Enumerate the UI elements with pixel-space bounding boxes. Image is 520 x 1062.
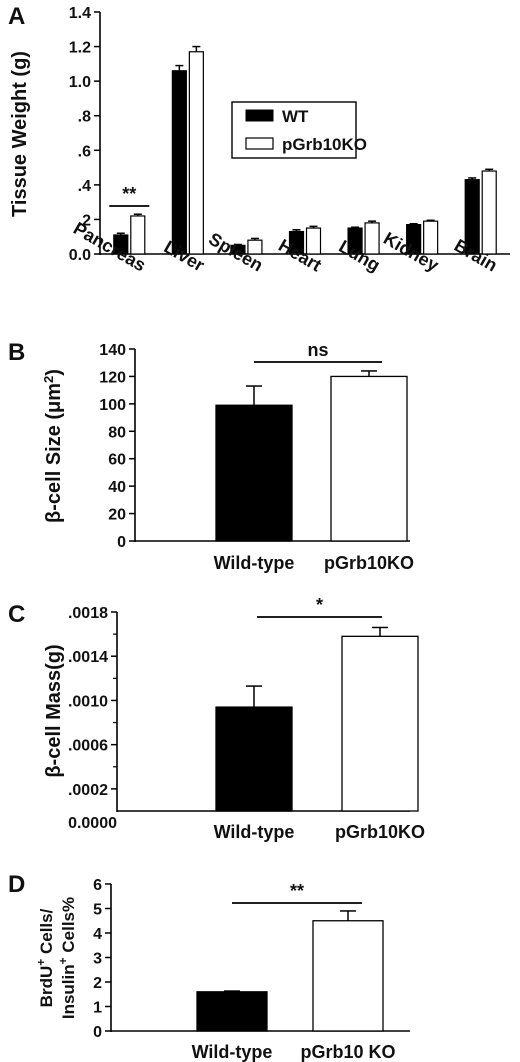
y-axis-label-d-line2: Insulin+ Cells% bbox=[56, 897, 78, 1019]
y-tick-label-b: 40 bbox=[108, 479, 126, 496]
y-tick-label-d: 4 bbox=[93, 926, 102, 943]
panel-letter-a: A bbox=[8, 3, 25, 30]
y-axis-label-b-main: β-cell Size (μm bbox=[43, 383, 65, 523]
significance-label-d: ** bbox=[290, 881, 304, 901]
y-tick-label-a: .2 bbox=[78, 212, 91, 229]
significance-label-b: ns bbox=[307, 340, 328, 360]
panel-letter-b: B bbox=[8, 339, 25, 366]
y-tick-label-d: 2 bbox=[93, 975, 102, 992]
y-axis-label-d1-pre: BrdU bbox=[37, 966, 56, 1008]
y-axis-label-d2-sup: + bbox=[56, 957, 70, 964]
y-tick-label-c: .0006 bbox=[68, 738, 108, 755]
bar-d-0 bbox=[196, 991, 268, 1032]
bar-c-0 bbox=[215, 706, 293, 812]
y-tick-label-a: 0.0 bbox=[69, 247, 91, 264]
y-tick-label-d: 0 bbox=[93, 1024, 102, 1041]
legend-swatch-wt bbox=[245, 109, 274, 122]
x-tick-label-a: Spleen bbox=[205, 229, 266, 276]
y-axis-label-b: β-cell Size (μm2) bbox=[41, 369, 66, 523]
y-tick-label-c: .0002 bbox=[68, 782, 108, 799]
bar-ko-brain bbox=[481, 170, 497, 255]
y-axis-label-a: Tissue Weight (g) bbox=[9, 51, 31, 217]
panel-letter-c: C bbox=[8, 601, 25, 628]
y-tick-label-b: 80 bbox=[108, 424, 126, 441]
legend-label-wt: WT bbox=[282, 107, 309, 126]
y-axis-label-d2-pre: Insulin bbox=[59, 964, 78, 1019]
y-tick-label-d: 1 bbox=[93, 1000, 102, 1017]
bar-b-1 bbox=[330, 375, 408, 542]
y-tick-label-a: 1.4 bbox=[69, 5, 91, 22]
y-tick-label-d: 3 bbox=[93, 951, 102, 968]
y-axis-label-d2-post: Cells% bbox=[59, 897, 78, 957]
y-tick-label-b: 20 bbox=[108, 507, 126, 524]
y-axis-label-d1-sup: + bbox=[34, 959, 48, 966]
x-tick-label-d: pGrb10 KO bbox=[300, 1042, 395, 1062]
x-tick-label-b: Wild-type bbox=[214, 553, 295, 573]
y-axis-label-c: β-cell Mass(g) bbox=[43, 644, 65, 777]
y-tick-label-a: 1.0 bbox=[69, 74, 91, 91]
bar-ko-liver bbox=[188, 51, 204, 255]
x-tick-label-b: pGrb10KO bbox=[324, 553, 414, 573]
x-tick-label-c: Wild-type bbox=[214, 822, 295, 842]
y-tick-label-b: 60 bbox=[108, 452, 126, 469]
y-axis-label-d-line1: BrdU+ Cells/ bbox=[34, 908, 56, 1007]
bar-b-0 bbox=[215, 404, 293, 542]
significance-label-a: ** bbox=[122, 184, 136, 204]
y-axis-label-d1-post: Cells/ bbox=[37, 908, 56, 958]
y-tick-label-d: 6 bbox=[93, 877, 102, 894]
y-tick-label-b: 0 bbox=[117, 534, 126, 551]
y-axis-label-b-tail: ) bbox=[43, 369, 65, 376]
legend-label-ko: pGrb10KO bbox=[282, 135, 367, 154]
panel-letter-d: D bbox=[8, 871, 25, 898]
bar-c-1 bbox=[341, 635, 419, 812]
y-tick-label-a: .8 bbox=[78, 109, 91, 126]
y-tick-label-c: .0018 bbox=[68, 605, 108, 622]
y-tick-label-a: .6 bbox=[78, 143, 91, 160]
y-tick-label-b: 120 bbox=[99, 369, 126, 386]
y-tick-label-c: .0014 bbox=[68, 649, 108, 666]
bar-d-1 bbox=[312, 920, 384, 1032]
x-tick-label-c: pGrb10KO bbox=[335, 822, 425, 842]
y-tick-label-a: .4 bbox=[78, 178, 91, 195]
legend-swatch-ko bbox=[245, 137, 274, 150]
y-axis-label-b-sup: 2 bbox=[41, 376, 56, 383]
bar-wt-liver bbox=[171, 70, 187, 255]
y-tick-label-b: 140 bbox=[99, 342, 126, 359]
significance-label-c: * bbox=[316, 595, 323, 615]
y-tick-label-c: .0010 bbox=[68, 693, 108, 710]
y-tick-label-d: 5 bbox=[93, 902, 102, 919]
x-tick-label-d: Wild-type bbox=[192, 1042, 273, 1062]
y-tick-label-b: 100 bbox=[99, 397, 126, 414]
y-base-label-c: 0.0000 bbox=[68, 815, 117, 832]
y-tick-label-a: 1.2 bbox=[69, 40, 91, 57]
